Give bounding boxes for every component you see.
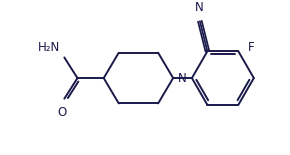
- Text: F: F: [248, 41, 254, 54]
- Text: O: O: [57, 106, 66, 119]
- Text: H₂N: H₂N: [38, 41, 60, 54]
- Text: N: N: [178, 72, 186, 85]
- Text: N: N: [195, 1, 203, 14]
